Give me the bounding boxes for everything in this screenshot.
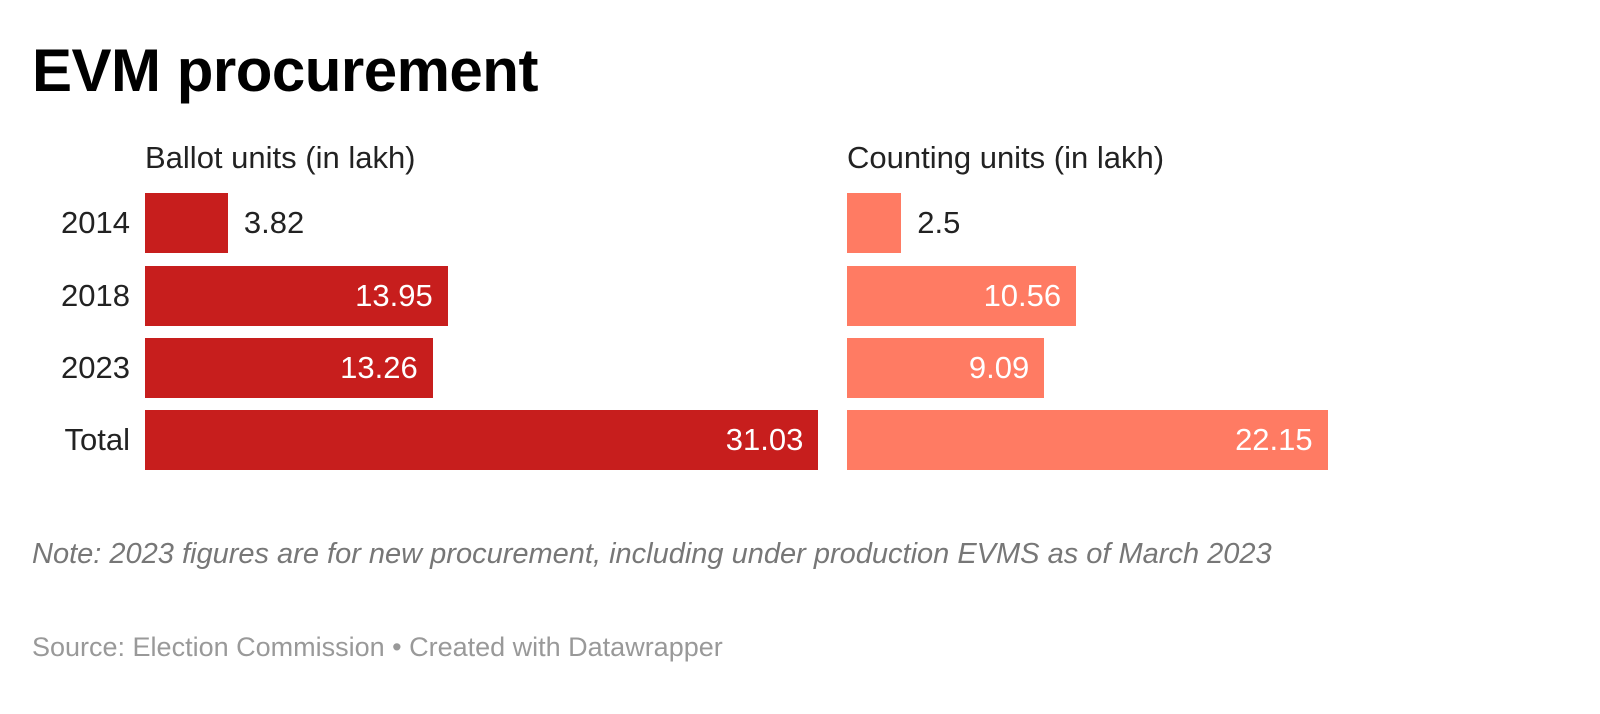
bar — [847, 266, 1077, 326]
chart-source: Source: Election Commission • Created wi… — [32, 632, 723, 662]
value-label: 13.26 — [340, 350, 418, 385]
value-label: 3.82 — [243, 205, 305, 240]
value-label: 10.56 — [983, 278, 1062, 313]
chart-note: Note: 2023 figures are for new procureme… — [32, 538, 1272, 570]
value-label: 31.03 — [725, 422, 804, 457]
value-label: 13.95 — [355, 278, 433, 313]
value-label: 2.5 — [917, 205, 961, 240]
bar — [145, 266, 448, 326]
row-label: 2023 — [61, 350, 130, 385]
bar — [847, 410, 1328, 470]
row-label: Total — [64, 422, 130, 457]
bar — [847, 338, 1045, 398]
panel-title: Counting units (in lakh) — [847, 140, 1165, 175]
bar — [145, 410, 819, 470]
row-label: 2018 — [61, 278, 130, 313]
value-label: 9.09 — [968, 350, 1030, 385]
bar — [145, 338, 433, 398]
panel-title: Ballot units (in lakh) — [145, 140, 416, 175]
chart-title: EVM procurement — [32, 37, 538, 104]
bar — [145, 193, 228, 253]
row-label: 2014 — [61, 205, 130, 240]
value-label: 22.15 — [1235, 422, 1313, 457]
bar — [847, 193, 902, 253]
